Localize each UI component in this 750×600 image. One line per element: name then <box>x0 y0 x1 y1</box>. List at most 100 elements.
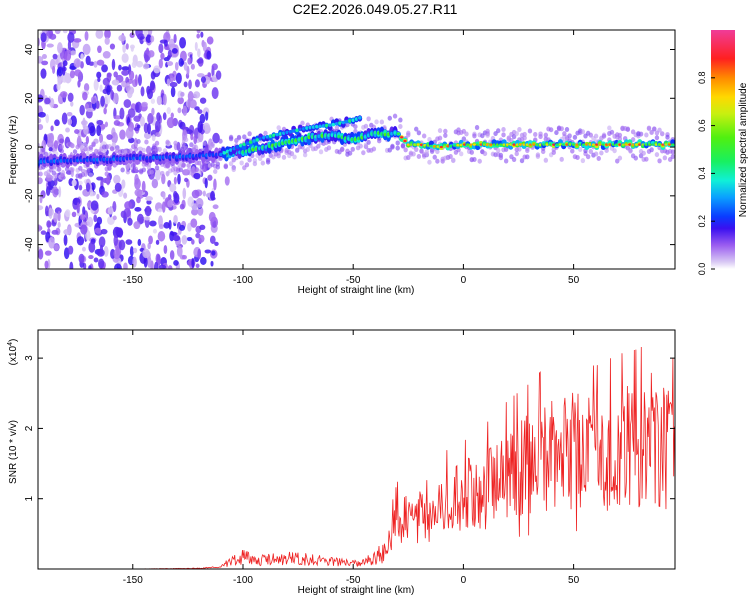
spectrogram-cell <box>210 260 214 267</box>
spectrogram-cell <box>200 31 204 38</box>
spectrogram-cell <box>281 141 285 145</box>
spectrogram-cell <box>432 154 437 160</box>
spectrogram-cell <box>358 143 363 149</box>
spectrogram-cell <box>522 131 527 137</box>
spectrogram-cell <box>83 83 90 92</box>
snr-y-tick-label: 2 <box>24 425 35 431</box>
spectrogram-cell <box>570 148 575 154</box>
spectrogram-cell <box>59 138 64 144</box>
spectrogram-cell <box>67 245 74 255</box>
spectrogram-cell <box>104 30 111 39</box>
spectrogram-cell <box>99 244 104 256</box>
spectrogram-cell <box>654 135 660 141</box>
spectrogram-cell <box>55 58 59 65</box>
spectrogram-cell <box>59 91 68 98</box>
spectrogram-cell <box>111 131 118 144</box>
spectrogram-cell <box>160 170 165 176</box>
spectrogram-cell <box>82 206 86 216</box>
spectrogram-cell <box>354 117 359 121</box>
spectrogram-cell <box>70 143 75 149</box>
spectrogram-cell <box>197 121 203 133</box>
spectrogram-cell <box>57 221 61 228</box>
spectrogram-cell <box>575 143 579 146</box>
spectrogram-cell <box>265 157 271 163</box>
spectrogram-cell <box>374 119 379 125</box>
snr-x-tick-label: -50 <box>346 575 361 586</box>
spectrogram-cell <box>416 153 422 159</box>
spectrogram-cell <box>158 264 167 269</box>
spectrogram-cell <box>168 219 172 230</box>
spectrogram-cell <box>62 60 68 67</box>
spectrogram-cell <box>145 196 153 202</box>
spectrogram-cell <box>301 126 306 131</box>
colorbar-tick-label: 0.0 <box>697 263 707 276</box>
spectrogram-cell <box>162 112 167 121</box>
colorbar-tick-label: 0.2 <box>697 215 707 228</box>
spectrogram-cell <box>292 154 297 160</box>
spectrogram-cell <box>133 247 138 254</box>
spectrogram-cell <box>88 241 96 253</box>
spectrogram-cell <box>511 134 517 140</box>
spectrogram-cell <box>100 95 105 107</box>
spectrogram-cell <box>127 217 133 226</box>
spectrogram-cell <box>559 126 564 132</box>
spectrogram-cell <box>152 228 158 234</box>
spectrogram-cell <box>173 33 177 44</box>
spectrogram-cell <box>186 237 193 242</box>
spectrogram-cell <box>609 129 615 135</box>
spectrogram-cell <box>157 208 163 213</box>
spectrogram-cell <box>427 159 432 165</box>
spectrogram-cell <box>134 207 142 212</box>
spectrogram-cell <box>525 154 530 160</box>
spectrogram-cell <box>38 118 42 124</box>
spectrogram-cell <box>361 150 366 156</box>
spectrogram-cell <box>187 57 192 65</box>
spectrogram-cell <box>96 59 105 66</box>
spectrogram-cell <box>311 125 316 129</box>
spectrogram-cell <box>88 265 92 269</box>
spectrogram-cell <box>82 43 91 55</box>
spectrogram-cell <box>178 58 184 67</box>
spectrogram-cell <box>131 163 136 169</box>
spectrogram-cell <box>123 192 128 199</box>
spectrogram-cell <box>82 91 88 101</box>
spectrogram-cell <box>612 148 617 154</box>
spectrogram-cell <box>351 118 355 123</box>
snr-y-tick-label: 3 <box>24 355 35 361</box>
spectrogram-cell <box>160 52 165 60</box>
spectrogram-cell <box>109 146 115 152</box>
spectrogram-cell <box>580 158 586 164</box>
spectrogram-cell <box>634 143 639 146</box>
spectrogram-cell <box>193 91 201 99</box>
spectrogram-cell <box>437 135 443 141</box>
spectrogram-cell <box>125 169 131 175</box>
spectrogram-cell <box>98 258 105 269</box>
spectrogram-cell <box>423 144 427 147</box>
spectrogram-cell <box>80 168 86 174</box>
spectrogram-cell <box>202 122 211 132</box>
spectrogram-cell <box>649 147 654 153</box>
spectrogram-cell <box>398 117 403 123</box>
spectrogram-cell <box>222 151 227 155</box>
spectrogram-cell <box>150 35 155 43</box>
spectrogram-cell <box>525 148 530 154</box>
spectrogram-cell <box>125 43 129 50</box>
spectrogram-cell <box>178 167 184 173</box>
spectrogram-cell <box>133 166 139 172</box>
spectrogram-cell <box>181 141 186 147</box>
spectrogram-cell <box>107 207 114 215</box>
spectrogram-cell <box>598 143 602 146</box>
spectrogram-x-tick-label: -150 <box>123 275 143 286</box>
spectrogram-cell <box>86 107 94 113</box>
spectrogram-cell <box>168 38 175 50</box>
spectrogram-cell <box>218 138 223 144</box>
spectrogram-cell <box>101 191 109 198</box>
spectrogram-cell <box>419 148 424 154</box>
snr-multiplier: (x104) <box>7 339 19 366</box>
spectrogram-cell <box>41 54 47 60</box>
spectrogram-cell <box>52 65 56 75</box>
spectrogram-cell <box>344 119 349 124</box>
spectrogram-cell <box>156 254 161 266</box>
spectrogram-cell <box>134 178 141 190</box>
spectrogram-cell <box>118 34 126 42</box>
